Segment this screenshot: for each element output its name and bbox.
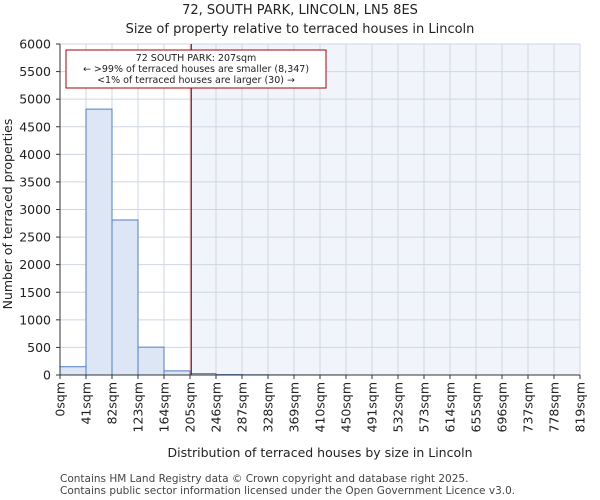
x-tick-label: 41sqm <box>79 382 94 425</box>
x-tick-label: 532sqm <box>391 382 406 432</box>
x-tick-label: 205sqm <box>183 382 198 432</box>
y-tick-label: 1500 <box>19 285 51 300</box>
y-tick-label: 500 <box>27 340 51 355</box>
x-tick-label: 614sqm <box>443 382 458 432</box>
y-tick-label: 4500 <box>19 119 51 134</box>
x-tick-label: 491sqm <box>365 382 380 432</box>
x-tick-label: 164sqm <box>157 382 172 432</box>
y-tick-label: 3000 <box>19 202 51 217</box>
histogram-bar <box>163 370 191 376</box>
x-tick-label: 0sqm <box>53 382 68 417</box>
y-axis-label: Number of terraced properties <box>0 119 15 310</box>
annotation-frame <box>65 49 327 89</box>
x-tick-label: 246sqm <box>209 382 224 432</box>
footer-copyright: Contains HM Land Registry data © Crown c… <box>60 473 469 485</box>
histogram-bar <box>85 108 113 376</box>
annotation-box: 72 SOUTH PARK: 207sqm ← >99% of terraced… <box>65 49 327 89</box>
chart-title: 72, SOUTH PARK, LINCOLN, LN5 8ES <box>182 3 418 18</box>
x-tick-label: 655sqm <box>469 382 484 432</box>
y-tick-label: 4000 <box>19 147 51 162</box>
x-tick-label: 450sqm <box>339 382 354 432</box>
x-tick-label: 369sqm <box>287 382 302 432</box>
y-tick-label: 0 <box>43 368 51 383</box>
footer-licence: Contains public sector information licen… <box>60 485 516 497</box>
chart-subtitle: Size of property relative to terraced ho… <box>125 22 475 37</box>
x-tick-label: 819sqm <box>573 382 588 432</box>
x-tick-label: 573sqm <box>417 382 432 432</box>
annotation-line-1: 72 SOUTH PARK: 207sqm <box>136 53 257 64</box>
x-tick-label: 328sqm <box>261 382 276 432</box>
x-tick-label: 696sqm <box>495 382 510 432</box>
y-tick-label: 3500 <box>19 174 51 189</box>
x-tick-label: 410sqm <box>313 382 328 432</box>
y-tick-label: 5000 <box>19 92 51 107</box>
histogram-bar <box>59 366 87 376</box>
annotation-line-2: ← >99% of terraced houses are smaller (8… <box>83 64 309 75</box>
y-tick-label: 6000 <box>19 37 51 52</box>
annotation-line-3: <1% of terraced houses are larger (30) → <box>97 75 295 86</box>
y-tick-label: 2000 <box>19 257 51 272</box>
x-tick-label: 737sqm <box>521 382 536 432</box>
x-tick-label: 82sqm <box>105 382 120 425</box>
x-axis-label: Distribution of terraced houses by size … <box>167 445 472 460</box>
histogram-bar <box>137 346 165 376</box>
x-tick-label: 123sqm <box>131 382 146 432</box>
x-tick-label: 778sqm <box>547 382 562 432</box>
histogram-bar <box>111 219 139 376</box>
y-tick-label: 5500 <box>19 64 51 79</box>
y-tick-label: 2500 <box>19 230 51 245</box>
y-tick-label: 1000 <box>19 312 51 327</box>
x-tick-label: 287sqm <box>235 382 250 432</box>
